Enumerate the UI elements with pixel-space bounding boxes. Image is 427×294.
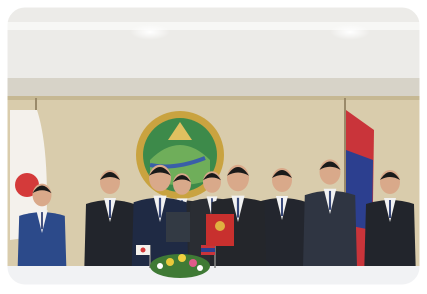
wall-trim	[0, 96, 427, 100]
signing-folder	[166, 212, 190, 242]
page: (() => { const data = JSON.parse(documen…	[0, 0, 427, 294]
ceiling	[0, 0, 427, 80]
table-japan-flag-disc	[141, 248, 146, 253]
wall-cornice	[0, 78, 427, 96]
flower	[189, 259, 197, 267]
photo	[0, 0, 427, 294]
flower	[178, 254, 186, 262]
flower	[197, 265, 203, 271]
folder-emblem	[215, 221, 225, 231]
table-laos-flag-band	[201, 248, 215, 252]
flower	[157, 263, 163, 269]
flower	[166, 258, 174, 266]
photo-content	[0, 0, 427, 294]
ceiling-light	[330, 24, 370, 40]
ceiling-light	[130, 24, 170, 40]
